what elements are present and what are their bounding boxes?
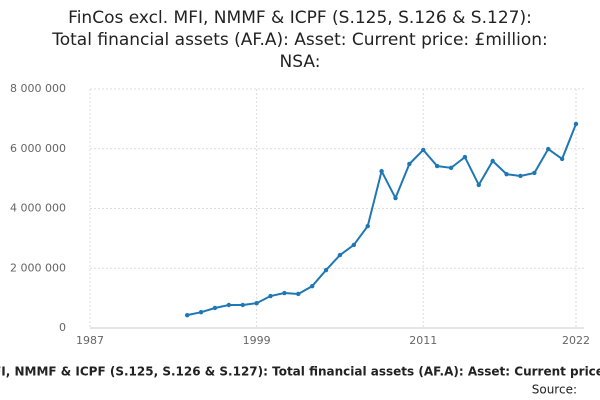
data-point (351, 242, 357, 248)
data-point (240, 302, 245, 308)
y-tick-label: 4 000 000 (10, 202, 66, 215)
data-point (337, 252, 343, 258)
data-point (462, 154, 468, 160)
data-point (268, 293, 273, 299)
data-point (434, 163, 440, 169)
data-point (490, 158, 495, 164)
y-tick-label: 8 000 000 (10, 82, 66, 95)
source: Source: (532, 383, 577, 397)
data-point (198, 309, 204, 315)
y-tick-label: 0 (59, 321, 66, 334)
data-point (546, 146, 551, 152)
data-point (393, 195, 398, 201)
data-point (573, 121, 579, 127)
data-point (309, 283, 315, 289)
data-point (323, 267, 329, 273)
x-tick-label: 2022 (562, 334, 590, 347)
data-point (185, 312, 190, 318)
chart-title: FinCos excl. MFI, NMMF & ICPF (S.125, S.… (68, 8, 532, 28)
chart-title: Total financial assets (AF.A): Asset: Cu… (51, 30, 547, 50)
chart-title: NSA: (280, 52, 321, 72)
series-line (186, 123, 577, 317)
legend-label: FinCos excl. MFI, NMMF & ICPF (S.125, S.… (0, 365, 600, 379)
data-point (365, 223, 370, 229)
data-point (254, 301, 259, 306)
x-tick-label: 1987 (76, 334, 104, 347)
y-tick-label: 2 000 000 (10, 261, 66, 274)
data-point (532, 170, 537, 176)
x-tick-label: 1999 (243, 334, 271, 347)
data-point (421, 147, 426, 153)
y-tick-label: 6 000 000 (10, 142, 66, 155)
data-point (559, 156, 565, 162)
x-tick-label: 2011 (409, 334, 437, 347)
data-point (518, 173, 523, 179)
data-point (226, 302, 232, 308)
data-point (296, 291, 301, 297)
data-point (379, 168, 384, 174)
data-point (282, 290, 287, 296)
data-point (212, 305, 218, 311)
data-point (476, 182, 481, 188)
data-point (504, 171, 509, 177)
data-point (448, 165, 454, 171)
data-point (407, 161, 412, 167)
